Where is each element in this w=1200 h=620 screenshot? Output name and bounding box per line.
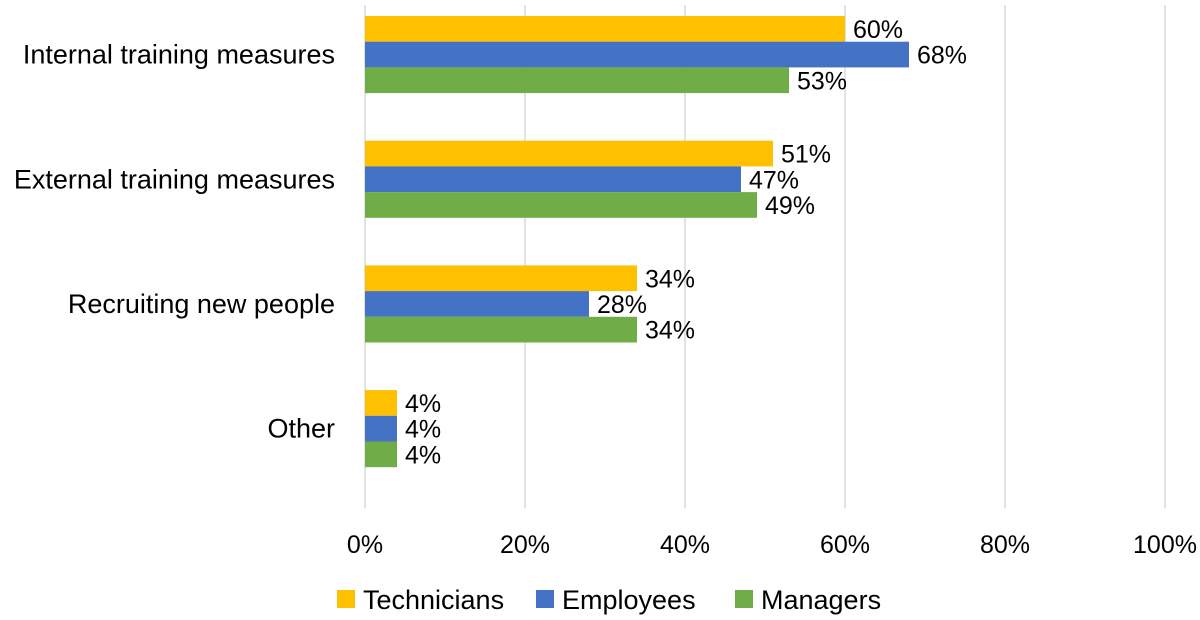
bar-employees-recruiting-new-people	[365, 291, 589, 317]
data-label-employees: 28%	[597, 291, 647, 319]
bar-employees-other	[365, 415, 397, 442]
category-label: External training measures	[14, 164, 335, 194]
x-tick-label: 20%	[500, 531, 550, 559]
x-tick-label: 40%	[660, 531, 710, 559]
bars	[365, 16, 909, 468]
legend-swatch	[337, 590, 355, 608]
category-label: Other	[267, 414, 335, 444]
data-label-employees: 68%	[917, 42, 967, 70]
x-tick-label: 60%	[820, 531, 870, 559]
bar-technicians-external-training-measures	[365, 140, 773, 167]
data-label-managers: 49%	[765, 192, 815, 220]
bar-managers-other	[365, 441, 397, 468]
legend: Technicians Employees Managers	[337, 585, 881, 615]
data-label-technicians: 51%	[781, 141, 831, 169]
bar-managers-recruiting-new-people	[365, 316, 637, 343]
legend-label: Employees	[562, 585, 696, 615]
legend-item-employees: Employees	[536, 585, 696, 615]
legend-item-technicians: Technicians	[337, 585, 504, 615]
data-label-technicians: 60%	[853, 16, 903, 44]
x-axis-tick-labels: 0% 20% 40% 60% 80% 100%	[347, 531, 1197, 559]
x-tick-label: 100%	[1133, 531, 1197, 559]
bar-technicians-internal-training-measures	[365, 16, 845, 42]
data-label-technicians: 34%	[645, 265, 695, 293]
bar-managers-external-training-measures	[365, 192, 757, 218]
data-label-managers: 53%	[797, 67, 847, 95]
legend-label: Technicians	[363, 585, 504, 615]
legend-swatch	[536, 590, 554, 608]
data-label-employees: 47%	[749, 166, 799, 194]
legend-swatch	[735, 590, 753, 608]
category-labels: Internal training measures External train…	[14, 40, 335, 444]
data-label-employees: 4%	[405, 416, 441, 444]
legend-label: Managers	[761, 585, 881, 615]
x-tick-label: 0%	[347, 531, 383, 559]
bar-technicians-other	[365, 390, 397, 416]
data-label-managers: 4%	[405, 441, 441, 469]
data-label-managers: 34%	[645, 317, 695, 345]
data-label-technicians: 4%	[405, 390, 441, 418]
bar-employees-internal-training-measures	[365, 41, 909, 68]
bar-managers-internal-training-measures	[365, 67, 789, 94]
category-label: Recruiting new people	[68, 289, 335, 319]
category-label: Internal training measures	[23, 40, 335, 70]
legend-item-managers: Managers	[735, 585, 881, 615]
data-labels: 60%68%53%51%47%49%34%28%34%4%4%4%	[405, 16, 967, 470]
bar-employees-external-training-measures	[365, 166, 741, 193]
bar-technicians-recruiting-new-people	[365, 265, 637, 292]
x-tick-label: 80%	[980, 531, 1030, 559]
